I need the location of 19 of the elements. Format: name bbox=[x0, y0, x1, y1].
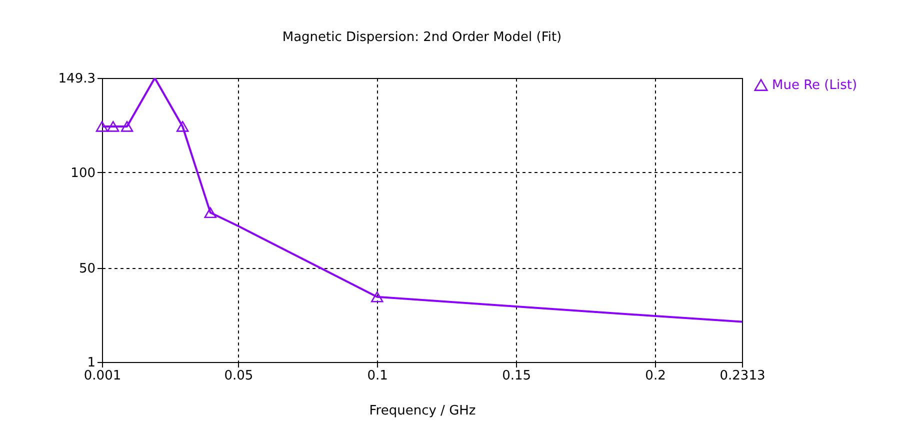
y-tick-label: 1 bbox=[87, 356, 96, 370]
x-tick-label: 0.2 bbox=[645, 368, 666, 384]
legend-label: Mue Re (List) bbox=[772, 78, 858, 93]
point bbox=[120, 121, 134, 132]
x-tick-label: 0.1 bbox=[367, 368, 388, 384]
x-tick-label: 0.2313 bbox=[720, 368, 766, 384]
point bbox=[106, 121, 120, 132]
x-tick-label: 0.001 bbox=[84, 368, 122, 384]
point bbox=[176, 121, 189, 132]
y-tick-label: 50 bbox=[78, 262, 96, 277]
x-tick-label: 0.05 bbox=[224, 368, 254, 384]
y-tick-label: 149.3 bbox=[58, 72, 96, 86]
y-tick-label: 100 bbox=[70, 166, 96, 181]
chart-title: Magnetic Dispersion: 2nd Order Model (Fit) bbox=[282, 30, 562, 45]
x-axis-title: Frequency / GHz bbox=[369, 404, 476, 418]
point bbox=[370, 291, 384, 302]
x-tick-label: 0.15 bbox=[502, 368, 532, 384]
point bbox=[204, 207, 217, 218]
point bbox=[96, 121, 108, 132]
